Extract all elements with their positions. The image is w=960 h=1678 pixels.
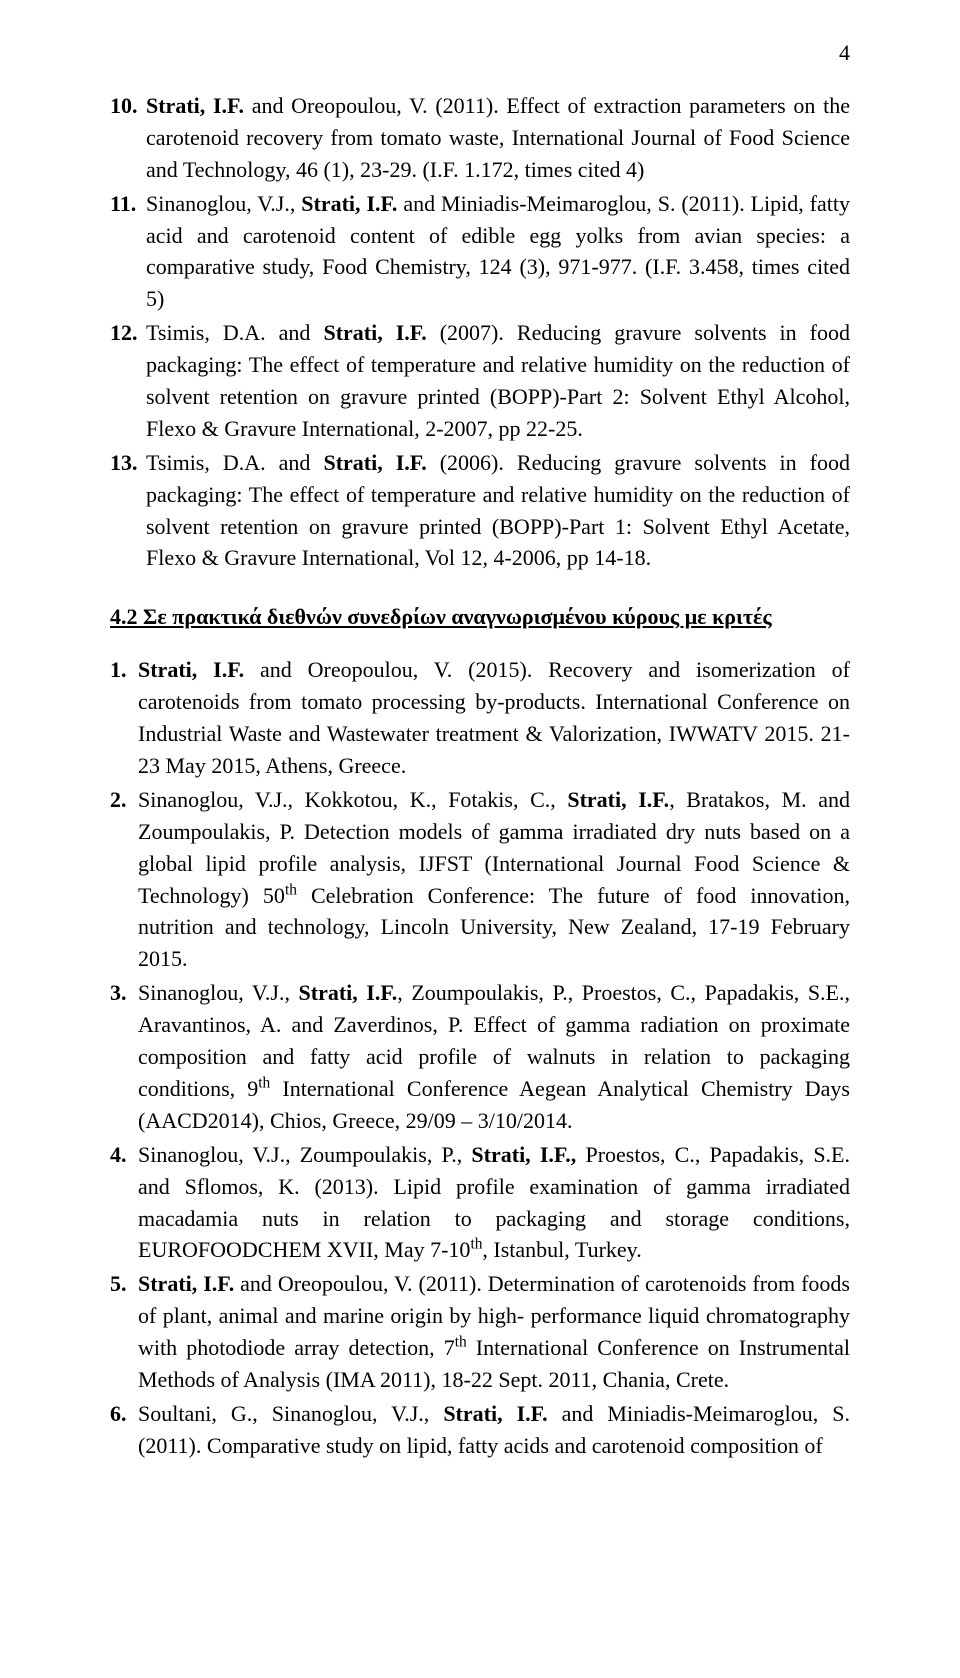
reference-number: 3.	[110, 977, 138, 1136]
reference-item: 12.Tsimis, D.A. and Strati, I.F. (2007).…	[110, 317, 850, 445]
reference-text: Sinanoglou, V.J., Strati, I.F., Zoumpoul…	[138, 977, 850, 1136]
page-number: 4	[839, 40, 850, 66]
reference-item: 11.Sinanoglou, V.J., Strati, I.F. and Mi…	[110, 188, 850, 316]
reference-text: Sinanoglou, V.J., Strati, I.F. and Minia…	[146, 188, 850, 316]
reference-text: Soultani, G., Sinanoglou, V.J., Strati, …	[138, 1398, 850, 1462]
reference-number: 4.	[110, 1139, 138, 1267]
reference-number: 11.	[110, 188, 146, 316]
reference-item: 1.Strati, I.F. and Oreopoulou, V. (2015)…	[110, 654, 850, 782]
reference-item: 10.Strati, I.F. and Oreopoulou, V. (2011…	[110, 90, 850, 186]
reference-item: 2.Sinanoglou, V.J., Kokkotou, K., Fotaki…	[110, 784, 850, 975]
reference-number: 6.	[110, 1398, 138, 1462]
reference-item: 6.Soultani, G., Sinanoglou, V.J., Strati…	[110, 1398, 850, 1462]
page: 4 10.Strati, I.F. and Oreopoulou, V. (20…	[0, 0, 960, 1678]
reference-text: Tsimis, D.A. and Strati, I.F. (2006). Re…	[146, 447, 850, 575]
reference-list-2: 1.Strati, I.F. and Oreopoulou, V. (2015)…	[110, 654, 850, 1461]
reference-number: 12.	[110, 317, 146, 445]
reference-item: 3.Sinanoglou, V.J., Strati, I.F., Zoumpo…	[110, 977, 850, 1136]
reference-text: Strati, I.F. and Oreopoulou, V. (2011). …	[146, 90, 850, 186]
reference-number: 5.	[110, 1268, 138, 1396]
section-heading: 4.2 Σε πρακτικά διεθνών συνεδρίων αναγνω…	[110, 604, 850, 630]
reference-item: 4.Sinanoglou, V.J., Zoumpoulakis, P., St…	[110, 1139, 850, 1267]
reference-text: Tsimis, D.A. and Strati, I.F. (2007). Re…	[146, 317, 850, 445]
reference-number: 1.	[110, 654, 138, 782]
reference-item: 13.Tsimis, D.A. and Strati, I.F. (2006).…	[110, 447, 850, 575]
reference-number: 2.	[110, 784, 138, 975]
reference-text: Strati, I.F. and Oreopoulou, V. (2015). …	[138, 654, 850, 782]
reference-item: 5.Strati, I.F. and Oreopoulou, V. (2011)…	[110, 1268, 850, 1396]
reference-number: 10.	[110, 90, 146, 186]
reference-number: 13.	[110, 447, 146, 575]
reference-text: Sinanoglou, V.J., Zoumpoulakis, P., Stra…	[138, 1139, 850, 1267]
reference-text: Strati, I.F. and Oreopoulou, V. (2011). …	[138, 1268, 850, 1396]
reference-list-1: 10.Strati, I.F. and Oreopoulou, V. (2011…	[110, 90, 850, 574]
reference-text: Sinanoglou, V.J., Kokkotou, K., Fotakis,…	[138, 784, 850, 975]
